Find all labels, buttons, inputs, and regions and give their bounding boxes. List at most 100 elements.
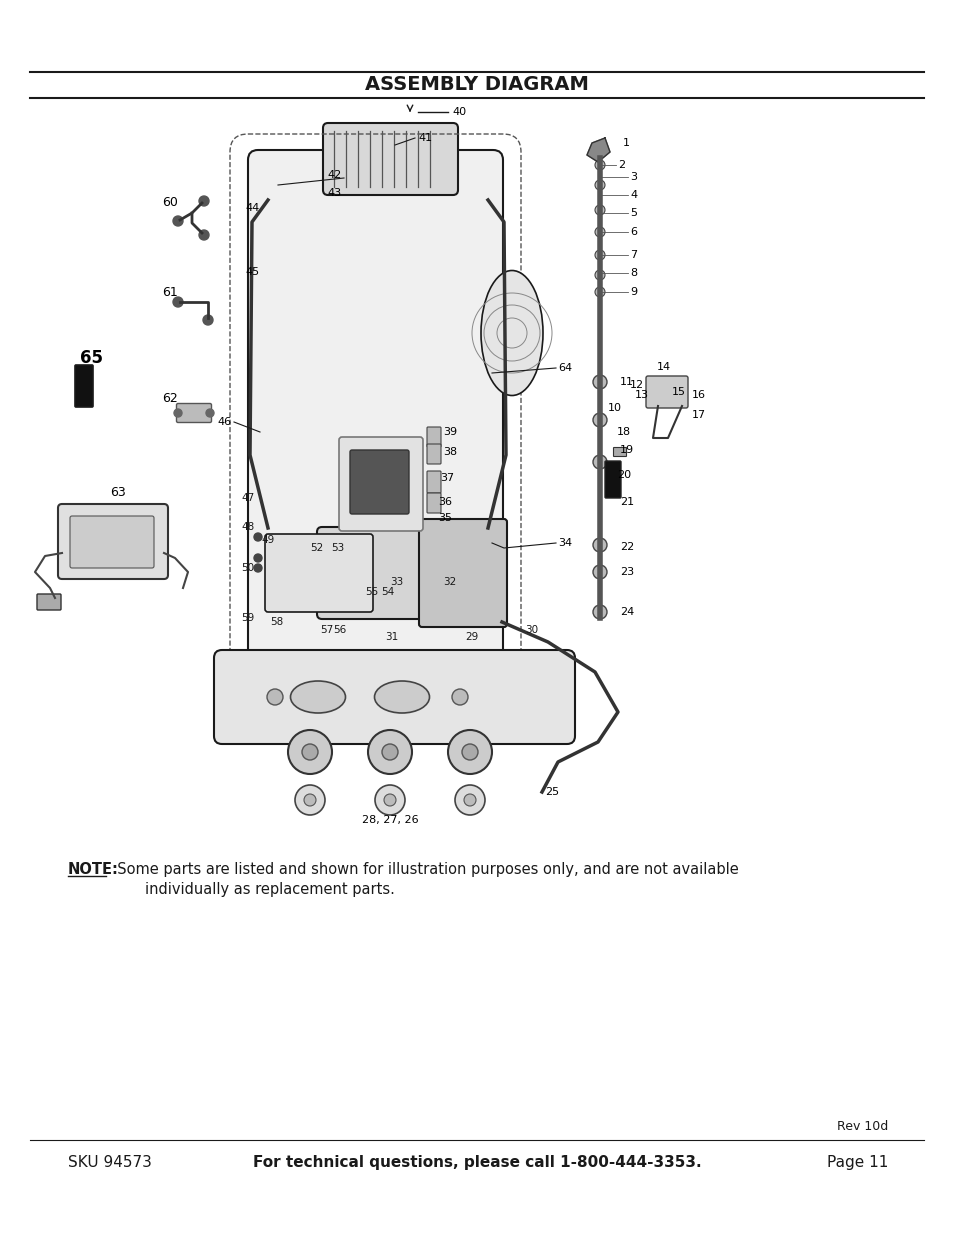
Text: 40: 40 [452, 107, 466, 117]
Circle shape [172, 216, 183, 226]
FancyBboxPatch shape [613, 447, 626, 457]
Text: 3: 3 [629, 172, 637, 182]
Text: 32: 32 [443, 577, 456, 587]
Circle shape [593, 538, 606, 552]
FancyBboxPatch shape [427, 445, 440, 464]
Circle shape [294, 785, 325, 815]
FancyBboxPatch shape [427, 493, 440, 513]
Circle shape [288, 730, 332, 774]
Text: 24: 24 [619, 606, 634, 618]
FancyBboxPatch shape [70, 516, 153, 568]
Text: 17: 17 [691, 410, 705, 420]
Text: 58: 58 [270, 618, 283, 627]
Text: 57: 57 [320, 625, 334, 635]
Text: 30: 30 [525, 625, 538, 635]
Circle shape [595, 249, 604, 261]
Circle shape [253, 534, 262, 541]
Text: Rev 10d: Rev 10d [836, 1120, 887, 1132]
Text: 55: 55 [365, 587, 378, 597]
Text: 1: 1 [622, 138, 629, 148]
Circle shape [461, 743, 477, 760]
Text: 41: 41 [417, 133, 432, 143]
FancyBboxPatch shape [350, 450, 409, 514]
Text: SKU 94573: SKU 94573 [68, 1155, 152, 1170]
Circle shape [595, 161, 604, 170]
Ellipse shape [375, 680, 429, 713]
Text: 48: 48 [241, 522, 254, 532]
Circle shape [593, 454, 606, 469]
Text: 14: 14 [657, 362, 670, 372]
Text: 22: 22 [619, 542, 634, 552]
Circle shape [595, 270, 604, 280]
Text: 52: 52 [310, 543, 323, 553]
Circle shape [595, 287, 604, 296]
FancyBboxPatch shape [645, 375, 687, 408]
Text: For technical questions, please call 1-800-444-3353.: For technical questions, please call 1-8… [253, 1155, 700, 1170]
FancyBboxPatch shape [265, 534, 373, 613]
Circle shape [455, 785, 484, 815]
FancyBboxPatch shape [418, 519, 506, 627]
FancyBboxPatch shape [316, 527, 478, 619]
Text: 21: 21 [619, 496, 634, 508]
FancyBboxPatch shape [213, 650, 575, 743]
Ellipse shape [480, 270, 542, 395]
Text: individually as replacement parts.: individually as replacement parts. [108, 882, 395, 897]
Text: 20: 20 [617, 471, 631, 480]
Text: 7: 7 [629, 249, 637, 261]
Text: 18: 18 [617, 427, 631, 437]
Circle shape [463, 794, 476, 806]
Text: 13: 13 [635, 390, 648, 400]
Text: 16: 16 [691, 390, 705, 400]
Text: 64: 64 [558, 363, 572, 373]
Circle shape [593, 375, 606, 389]
Text: 11: 11 [619, 377, 634, 387]
Text: 49: 49 [261, 535, 274, 545]
Circle shape [304, 794, 315, 806]
Text: 2: 2 [618, 161, 624, 170]
Text: 10: 10 [607, 403, 621, 412]
Polygon shape [586, 138, 609, 162]
Text: 54: 54 [381, 587, 395, 597]
Circle shape [253, 555, 262, 562]
Text: ASSEMBLY DIAGRAM: ASSEMBLY DIAGRAM [365, 75, 588, 95]
Circle shape [452, 689, 468, 705]
Text: 39: 39 [442, 427, 456, 437]
Text: 19: 19 [619, 445, 634, 454]
Text: 4: 4 [629, 190, 637, 200]
Text: 5: 5 [629, 207, 637, 219]
FancyBboxPatch shape [248, 149, 502, 705]
FancyBboxPatch shape [427, 471, 440, 493]
Circle shape [199, 196, 209, 206]
Circle shape [595, 180, 604, 190]
Text: 38: 38 [442, 447, 456, 457]
FancyBboxPatch shape [75, 366, 92, 408]
FancyBboxPatch shape [58, 504, 168, 579]
Circle shape [199, 230, 209, 240]
Text: 43: 43 [328, 188, 341, 198]
Text: 59: 59 [241, 613, 254, 622]
Text: 8: 8 [629, 268, 637, 278]
Text: 25: 25 [544, 787, 558, 797]
FancyBboxPatch shape [604, 461, 620, 498]
Text: 15: 15 [671, 387, 685, 396]
Text: 23: 23 [619, 567, 634, 577]
Text: 62: 62 [162, 391, 177, 405]
Circle shape [206, 409, 213, 417]
Text: 60: 60 [162, 195, 177, 209]
Text: 37: 37 [439, 473, 454, 483]
FancyBboxPatch shape [323, 124, 457, 195]
Text: 42: 42 [328, 170, 341, 180]
FancyBboxPatch shape [37, 594, 61, 610]
Circle shape [595, 227, 604, 237]
Text: 34: 34 [558, 538, 572, 548]
Circle shape [203, 315, 213, 325]
Text: 6: 6 [629, 227, 637, 237]
Text: Page 11: Page 11 [825, 1155, 887, 1170]
Text: Some parts are listed and shown for illustration purposes only, and are not avai: Some parts are listed and shown for illu… [108, 862, 738, 877]
Text: 56: 56 [333, 625, 346, 635]
FancyBboxPatch shape [427, 427, 440, 447]
FancyBboxPatch shape [338, 437, 422, 531]
Text: 53: 53 [331, 543, 344, 553]
Circle shape [593, 605, 606, 619]
Text: 28, 27, 26: 28, 27, 26 [361, 815, 417, 825]
